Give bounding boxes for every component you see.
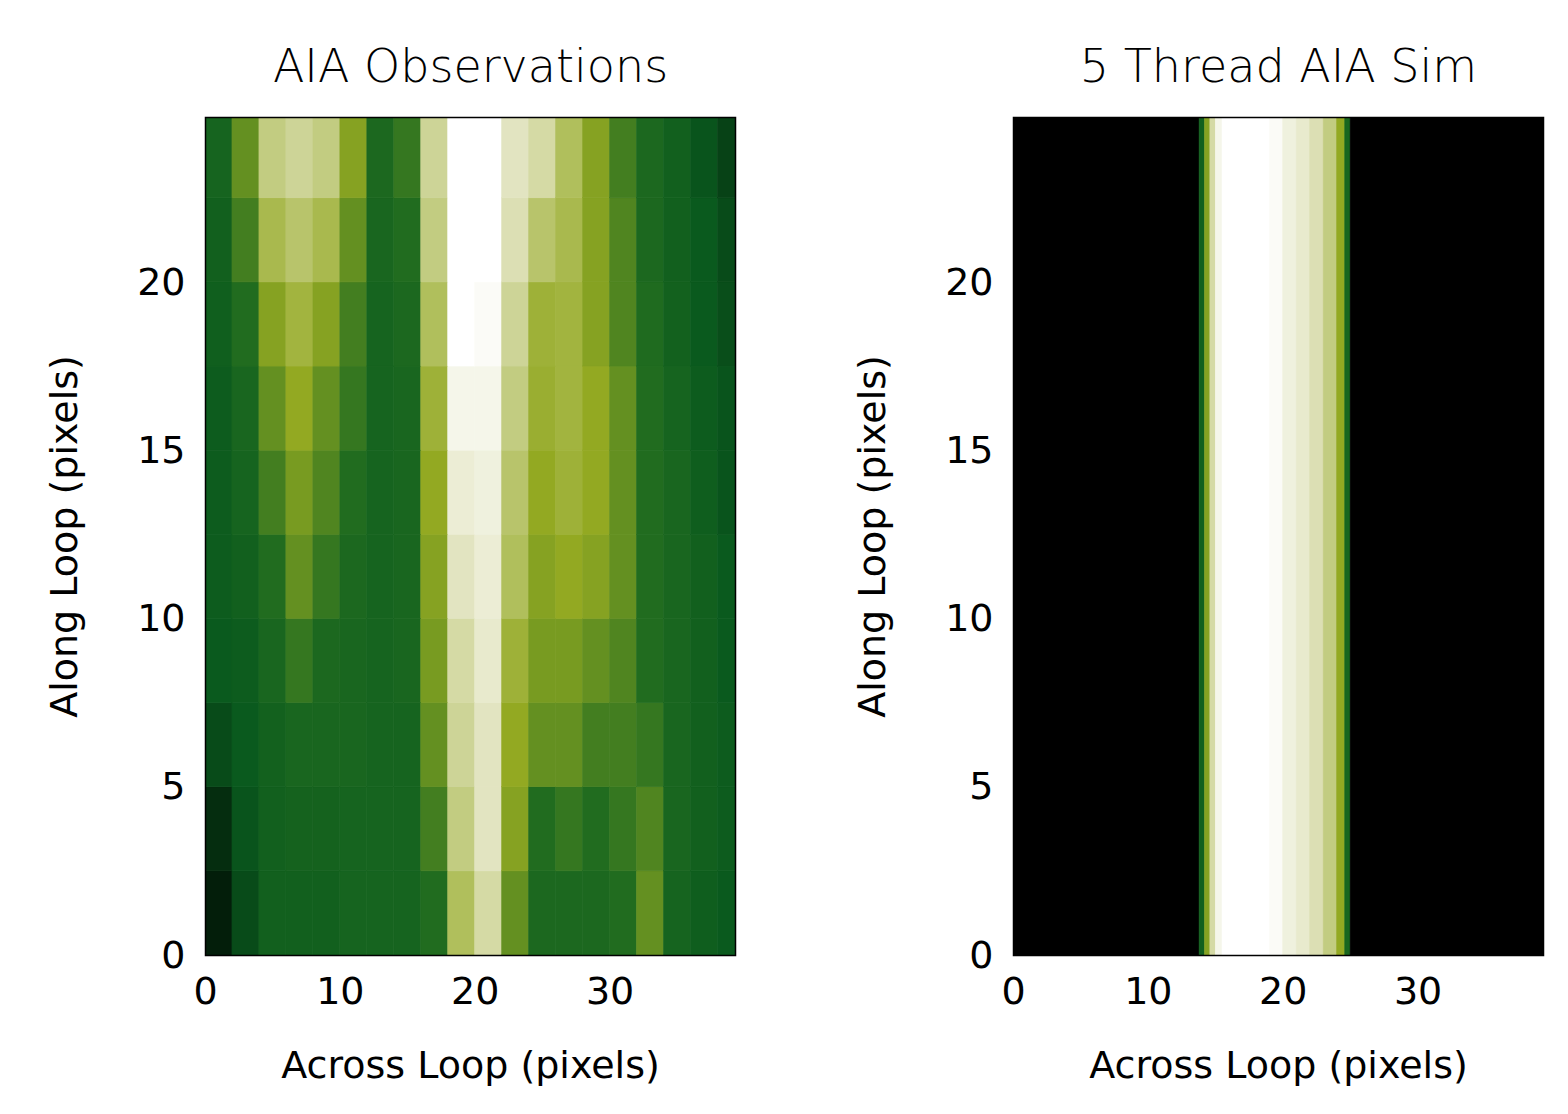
svg-text:30: 30 (1394, 969, 1442, 1013)
svg-text:Along Loop (pixels): Along Loop (pixels) (850, 355, 894, 718)
svg-text:Across Loop (pixels): Across Loop (pixels) (1089, 1043, 1468, 1087)
svg-text:AIA Observations: AIA Observations (273, 39, 668, 93)
svg-text:10: 10 (1124, 969, 1172, 1013)
svg-text:10: 10 (316, 969, 364, 1013)
svg-text:Across Loop (pixels): Across Loop (pixels) (281, 1043, 660, 1087)
svg-text:10: 10 (945, 596, 993, 640)
svg-text:20: 20 (1259, 969, 1307, 1013)
svg-text:20: 20 (945, 260, 993, 304)
svg-text:15: 15 (137, 428, 185, 472)
svg-text:Along Loop (pixels): Along Loop (pixels) (42, 355, 86, 718)
svg-text:0: 0 (969, 933, 993, 977)
svg-text:20: 20 (451, 969, 499, 1013)
svg-text:0: 0 (161, 933, 185, 977)
svg-text:5: 5 (161, 764, 185, 808)
svg-text:0: 0 (1001, 969, 1025, 1013)
svg-text:20: 20 (137, 260, 185, 304)
svg-text:30: 30 (586, 969, 634, 1013)
svg-text:0: 0 (193, 969, 217, 1013)
svg-text:5 Thread AIA Sim: 5 Thread AIA Sim (1080, 39, 1477, 93)
svg-text:15: 15 (945, 428, 993, 472)
svg-text:10: 10 (137, 596, 185, 640)
svg-text:5: 5 (969, 764, 993, 808)
